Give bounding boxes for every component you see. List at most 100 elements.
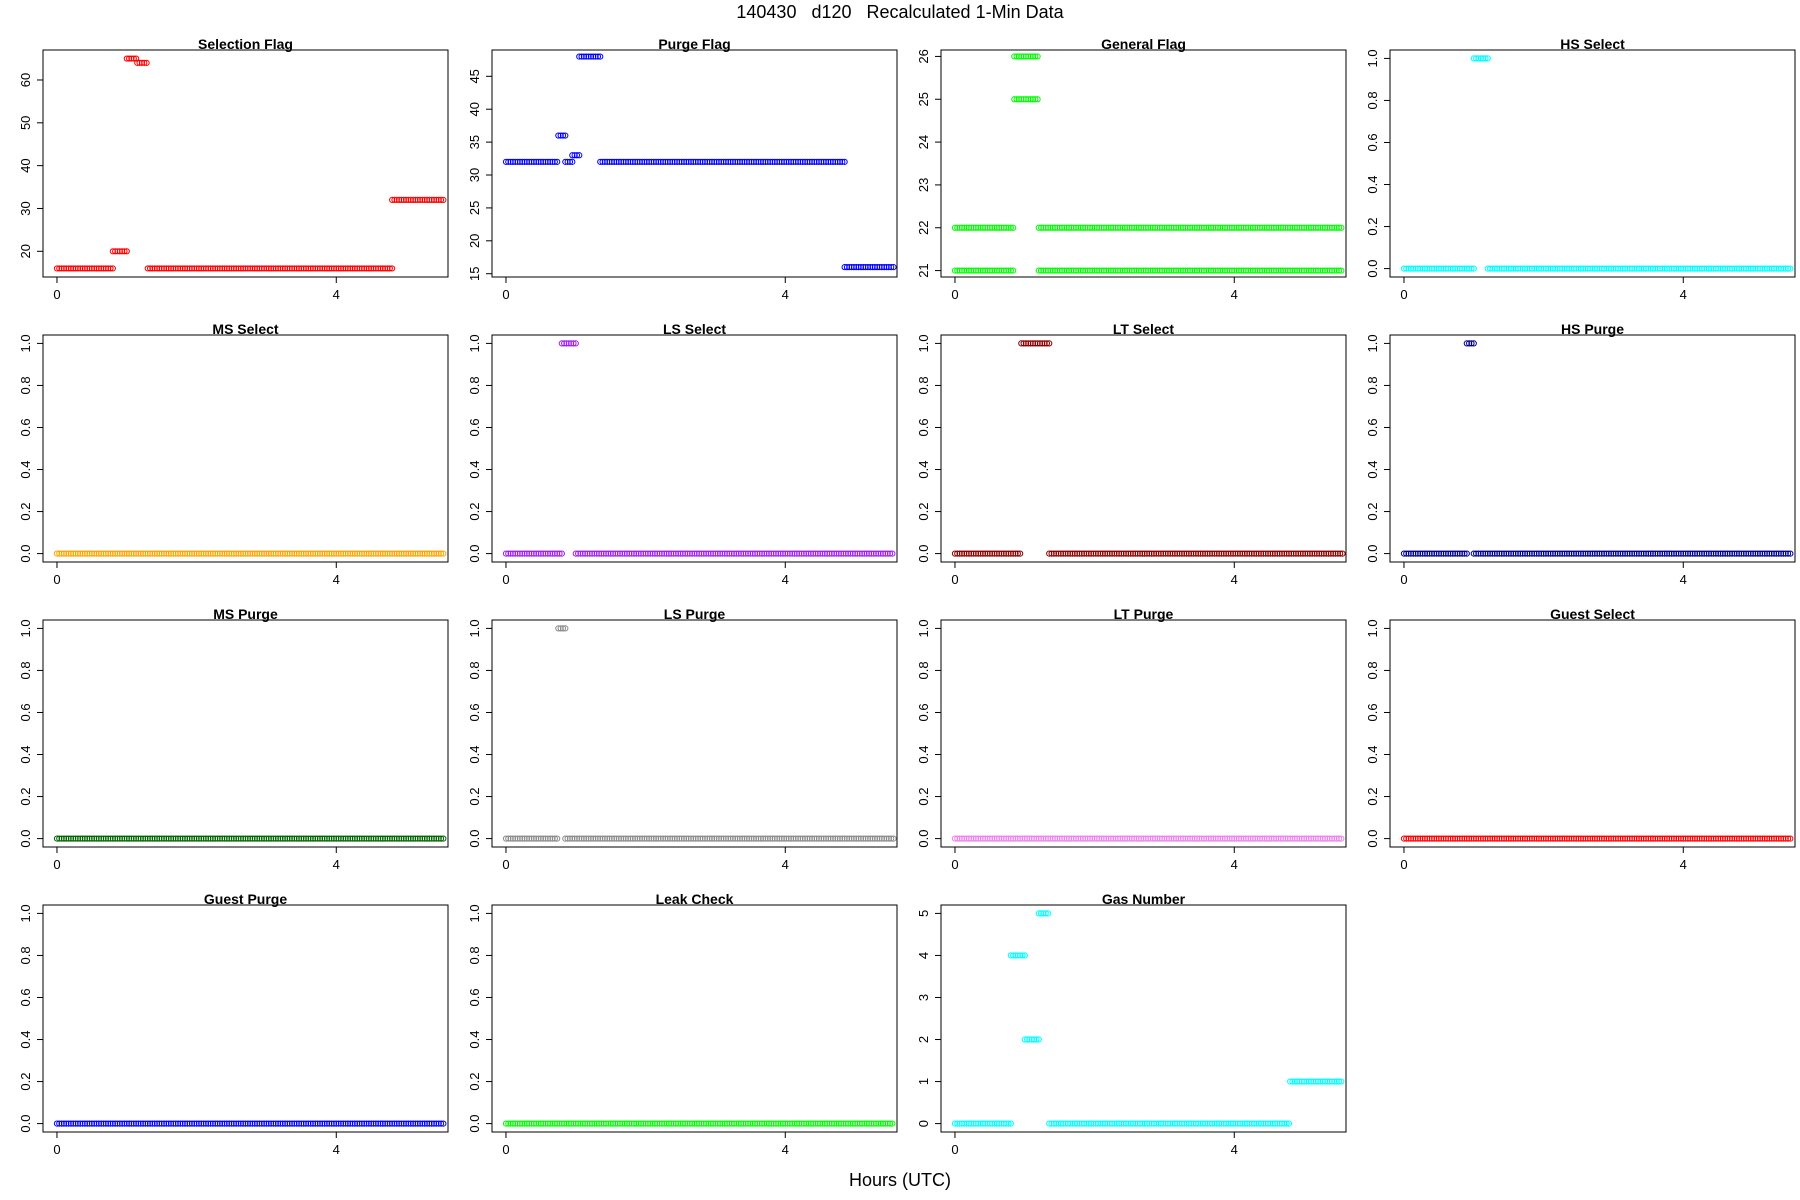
- data-point: [1649, 265, 1657, 272]
- data-point: [375, 1120, 382, 1127]
- data-point: [1115, 550, 1123, 557]
- data-point: [1526, 550, 1533, 557]
- data-point: [832, 158, 839, 165]
- data-point: [128, 550, 135, 557]
- data-point: [233, 835, 240, 842]
- data-point: [687, 158, 695, 165]
- data-point: [1089, 224, 1096, 231]
- data-point: [193, 835, 200, 842]
- data-point: [831, 550, 838, 557]
- data-point: [268, 1120, 275, 1127]
- data-point: [123, 835, 130, 842]
- data-point: [703, 550, 710, 557]
- data-point: [815, 158, 823, 165]
- data-point: [1140, 835, 1147, 842]
- data-point: [1032, 53, 1039, 60]
- plot-frame: [491, 334, 898, 563]
- data-point: [1335, 1078, 1343, 1085]
- data-point: [84, 1120, 91, 1127]
- data-point: [261, 1120, 268, 1127]
- data-point: [1182, 224, 1189, 231]
- data-point: [1589, 265, 1596, 272]
- data-point: [300, 1120, 307, 1127]
- data-point: [351, 550, 358, 557]
- data-point: [1677, 550, 1685, 557]
- data-point: [507, 1120, 514, 1127]
- data-point: [1645, 835, 1652, 842]
- data-point: [1171, 550, 1179, 557]
- data-point: [1717, 835, 1724, 842]
- data-point: [377, 550, 384, 557]
- plot-frame: [1389, 619, 1796, 848]
- data-point: [1304, 550, 1311, 557]
- data-point: [888, 835, 895, 842]
- data-point: [149, 1120, 156, 1127]
- data-point: [958, 835, 966, 842]
- data-point: [835, 550, 842, 557]
- data-point: [575, 550, 582, 557]
- data-point: [1731, 550, 1738, 557]
- data-point: [562, 625, 569, 632]
- data-point: [1205, 224, 1212, 231]
- data-point: [1524, 265, 1531, 272]
- data-point: [105, 835, 112, 842]
- data-point: [1289, 267, 1296, 274]
- data-point: [1603, 265, 1610, 272]
- data-point: [81, 550, 89, 557]
- data-point: [951, 550, 959, 557]
- data-point: [265, 1120, 272, 1127]
- data-point: [1202, 550, 1209, 557]
- data-point: [1212, 224, 1219, 231]
- data-point: [1312, 224, 1319, 231]
- data-point: [1703, 835, 1710, 842]
- data-point: [1414, 265, 1422, 272]
- data-point: [956, 267, 963, 274]
- y-tick-label: 21: [916, 263, 931, 277]
- data-point: [291, 835, 298, 842]
- data-point: [270, 550, 277, 557]
- data-point: [281, 265, 289, 272]
- data-point: [855, 264, 862, 271]
- data-point: [1138, 224, 1145, 231]
- data-point: [1712, 550, 1719, 557]
- data-point: [1307, 1078, 1315, 1085]
- data-point: [1784, 550, 1792, 557]
- data-point: [1113, 550, 1120, 557]
- data-point: [188, 835, 196, 842]
- data-point: [1575, 550, 1582, 557]
- data-point: [1056, 835, 1063, 842]
- data-point: [1638, 550, 1645, 557]
- data-point: [1148, 1120, 1155, 1127]
- data-point: [56, 1120, 63, 1127]
- y-tick-label: 0.0: [1365, 260, 1380, 278]
- data-point: [819, 1120, 826, 1127]
- data-point: [1603, 835, 1610, 842]
- data-point: [1589, 550, 1596, 557]
- data-point: [1642, 265, 1650, 272]
- y-tick-label: 0.4: [467, 1030, 482, 1048]
- data-point: [1610, 835, 1617, 842]
- data-point: [1022, 340, 1030, 347]
- data-point: [1239, 1120, 1246, 1127]
- data-point: [349, 550, 356, 557]
- data-point: [1463, 340, 1470, 347]
- data-point: [172, 265, 179, 272]
- data-point: [1025, 53, 1032, 60]
- data-point: [972, 550, 980, 557]
- data-point: [1294, 224, 1301, 231]
- data-point: [128, 1120, 135, 1127]
- data-point: [746, 835, 753, 842]
- data-point: [235, 265, 242, 272]
- y-tick-label: 0.2: [1365, 503, 1380, 521]
- data-point: [708, 835, 716, 842]
- data-point: [354, 835, 361, 842]
- data-point: [293, 550, 300, 557]
- data-point: [1192, 550, 1199, 557]
- data-point: [1333, 267, 1340, 274]
- data-point: [1424, 550, 1431, 557]
- data-point: [1000, 550, 1007, 557]
- data-point: [783, 158, 790, 165]
- data-point: [219, 265, 226, 272]
